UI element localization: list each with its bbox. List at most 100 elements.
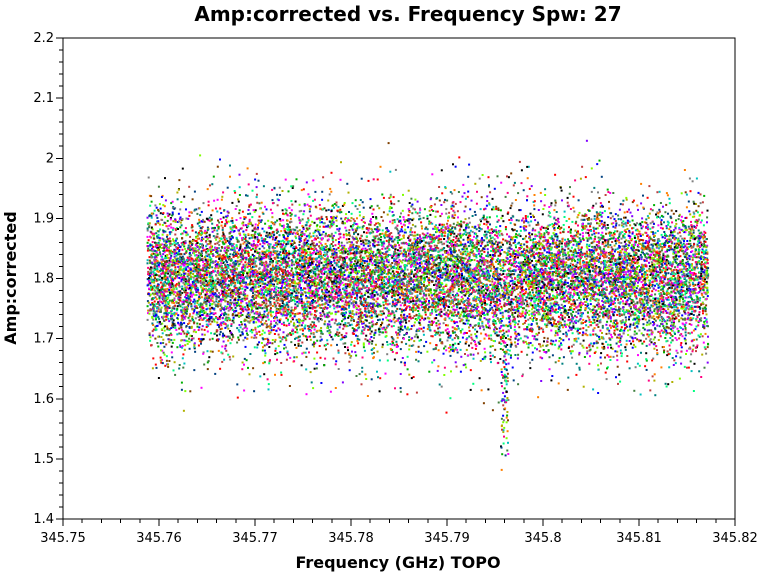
data-point [582, 318, 585, 321]
data-point [261, 333, 264, 336]
data-point [609, 359, 612, 361]
data-point [639, 293, 642, 296]
data-point [220, 289, 223, 292]
data-point [200, 286, 203, 289]
data-point [339, 298, 342, 301]
data-point [544, 277, 547, 280]
data-point [234, 314, 237, 317]
data-point [475, 345, 478, 347]
data-point [376, 258, 379, 261]
data-point [501, 333, 504, 336]
data-point [479, 279, 482, 282]
data-point [414, 264, 417, 267]
data-point [682, 271, 685, 273]
data-point [602, 259, 605, 262]
data-point [391, 211, 394, 213]
data-point [284, 304, 287, 307]
data-point [311, 242, 314, 245]
data-point [699, 241, 702, 244]
data-point [517, 339, 519, 342]
data-point [619, 349, 622, 352]
data-point [648, 267, 651, 270]
data-point [301, 245, 304, 248]
data-point [322, 311, 325, 314]
data-point [622, 236, 625, 239]
data-point [179, 261, 182, 264]
data-point [550, 235, 553, 238]
data-point [242, 310, 245, 313]
data-point [332, 299, 335, 302]
data-point [298, 339, 301, 342]
data-point [169, 293, 172, 296]
data-point [249, 212, 252, 215]
data-point [638, 340, 641, 343]
data-point [387, 309, 390, 311]
data-point [627, 252, 630, 255]
data-point [489, 256, 492, 259]
data-point [647, 335, 650, 338]
data-point [411, 297, 414, 299]
data-point [257, 234, 260, 237]
data-point [285, 243, 288, 246]
data-point [159, 207, 162, 210]
data-point [587, 280, 590, 283]
data-point [607, 355, 610, 358]
data-point [682, 242, 685, 245]
data-point [580, 266, 583, 269]
data-point [373, 245, 376, 248]
data-point [656, 353, 659, 356]
data-point [301, 249, 304, 252]
data-point [277, 230, 280, 233]
data-point [576, 258, 579, 261]
data-point [663, 256, 666, 259]
data-point [634, 313, 637, 316]
data-point [702, 224, 705, 227]
data-point [511, 287, 514, 290]
data-point [378, 278, 381, 281]
data-point [636, 285, 639, 287]
data-point [364, 373, 367, 376]
data-point [503, 435, 505, 438]
data-point [305, 309, 308, 312]
data-point [528, 259, 531, 262]
data-point [192, 276, 195, 279]
data-point [502, 340, 505, 343]
data-point [154, 241, 157, 244]
data-point [233, 251, 236, 254]
data-point [186, 275, 189, 278]
data-point [350, 260, 353, 263]
data-point [568, 226, 570, 229]
data-point [353, 247, 355, 250]
data-point [534, 266, 537, 269]
data-point [671, 277, 674, 280]
data-point [372, 351, 375, 354]
data-point [638, 288, 641, 291]
data-point [382, 304, 385, 307]
data-point [335, 201, 338, 204]
data-point [641, 293, 644, 296]
data-point [208, 301, 211, 303]
data-point [325, 260, 328, 263]
data-point [575, 252, 578, 255]
data-point [519, 244, 522, 247]
data-point [320, 255, 323, 258]
data-point [466, 232, 469, 235]
data-point [624, 296, 627, 299]
data-point [536, 279, 539, 282]
data-point [263, 269, 266, 272]
data-point [588, 308, 591, 311]
data-point [231, 248, 234, 251]
data-point [286, 235, 289, 237]
data-point [609, 299, 612, 302]
data-point [685, 243, 688, 246]
data-point [171, 284, 174, 287]
data-point [436, 269, 439, 272]
data-point [526, 246, 529, 249]
data-point [697, 281, 700, 284]
data-point [185, 217, 188, 220]
data-point [493, 288, 496, 290]
data-point [343, 274, 346, 276]
data-point [594, 258, 596, 261]
data-point [183, 274, 185, 277]
data-point [466, 337, 469, 340]
